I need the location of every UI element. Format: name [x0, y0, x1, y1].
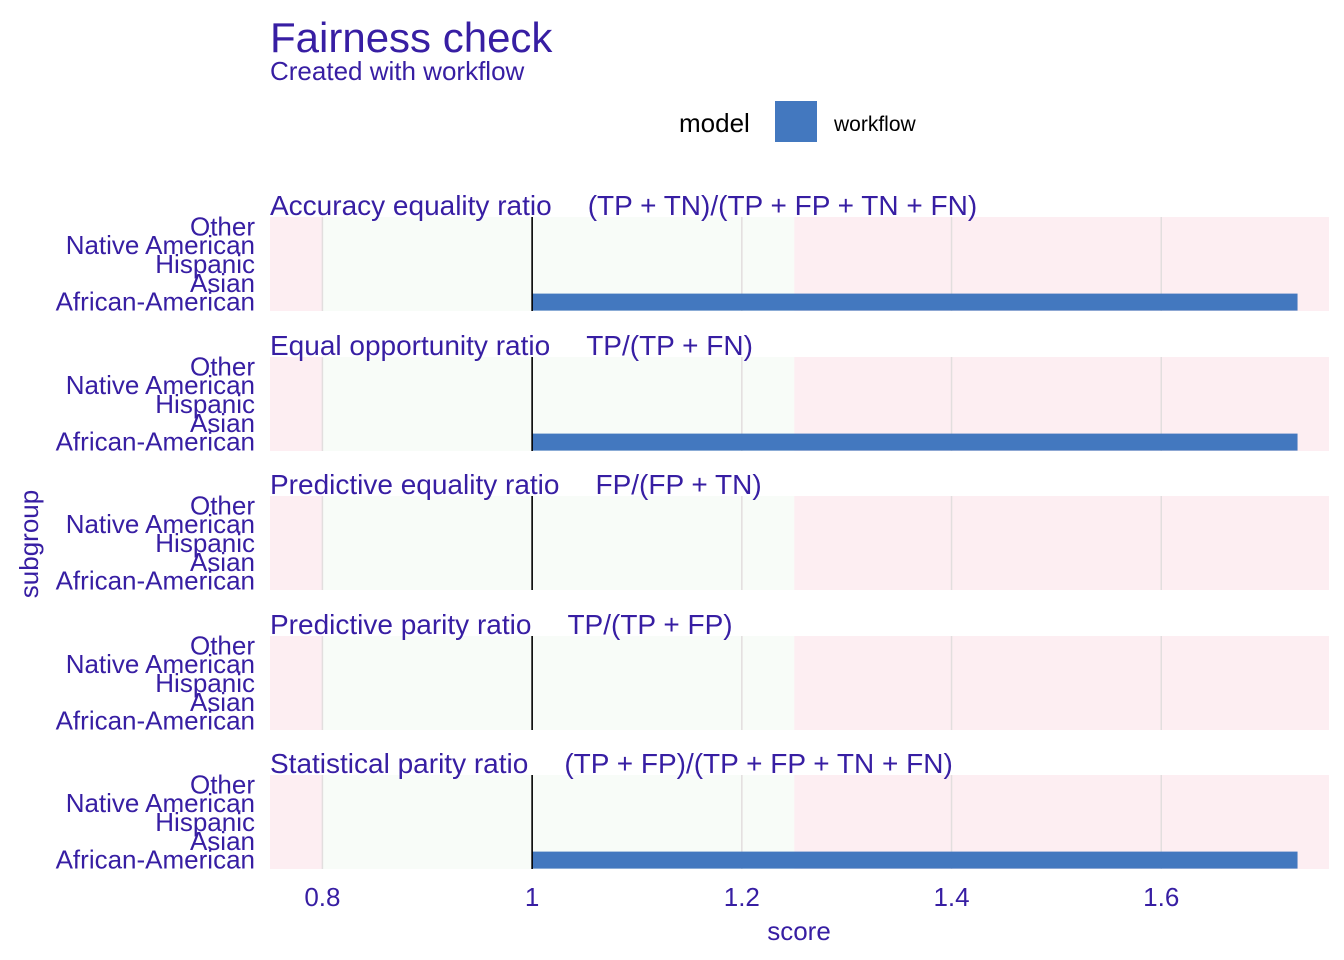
y-tick-label: Hispanic [155, 668, 255, 698]
panel-title: Accuracy equality ratio (TP + TN)/(TP + F… [270, 190, 977, 221]
y-tick-label: Other [190, 769, 255, 799]
y-tick-label: Other [190, 211, 255, 241]
y-tick-label: Asian [190, 826, 255, 856]
metric-formula: (TP + TN)/(TP + FP + TN + FN) [588, 190, 978, 221]
y-tick-label: Asian [190, 547, 255, 577]
metric-formula: FP/(FP + TN) [595, 469, 761, 500]
legend-swatch-workflow [775, 101, 817, 142]
y-tick-label: Native American [66, 230, 255, 260]
y-tick-label: African-American [56, 566, 255, 596]
bar-african-american [532, 293, 1298, 311]
panel-statistical-parity-ratio: Statistical parity ratio (TP + FP)/(TP + … [56, 748, 1329, 875]
x-tick-label: 1 [525, 882, 539, 912]
panel-predictive-parity-ratio: Predictive parity ratio TP/(TP + FP) Other… [56, 609, 1329, 736]
metric-formula: TP/(TP + FP) [567, 609, 732, 640]
unfair-zone-left [270, 217, 323, 311]
metric-formula: (TP + FP)/(TP + FP + TN + FN) [564, 748, 952, 779]
metric-name: Accuracy equality ratio [270, 190, 552, 221]
legend-title: model [679, 108, 750, 138]
x-tick-label: 1.2 [724, 882, 760, 912]
fair-zone [322, 496, 795, 590]
y-tick-label: Asian [190, 687, 255, 717]
metric-name: Predictive equality ratio [270, 469, 559, 500]
metric-name: Equal opportunity ratio [270, 330, 550, 361]
unfair-zone-left [270, 636, 323, 730]
y-tick-label: Other [190, 630, 255, 660]
y-tick-label: Native American [66, 649, 255, 679]
panel-predictive-equality-ratio: Predictive equality ratio FP/(FP + TN) Oth… [56, 469, 1329, 596]
y-tick-label: Hispanic [155, 249, 255, 279]
chart-subtitle: Created with workflow [270, 56, 525, 86]
y-tick-label: Hispanic [155, 389, 255, 419]
y-tick-label: African-American [56, 706, 255, 736]
facet-panels: Accuracy equality ratio (TP + TN)/(TP + F… [56, 190, 1329, 875]
fair-zone [322, 636, 795, 730]
bar-african-american [532, 433, 1298, 451]
unfair-zone-left [270, 496, 323, 590]
metric-name: Predictive parity ratio [270, 609, 531, 640]
chart-title: Fairness check [270, 14, 553, 61]
y-tick-label: Other [190, 490, 255, 520]
y-tick-label: Asian [190, 268, 255, 298]
x-axis-label: score [767, 916, 831, 946]
x-axis: 0.8 1 1.2 1.4 1.6 [304, 882, 1179, 912]
y-tick-label: Hispanic [155, 528, 255, 558]
y-tick-label: African-American [56, 427, 255, 457]
panel-accuracy-equality-ratio: Accuracy equality ratio (TP + TN)/(TP + F… [56, 190, 1329, 317]
unfair-zone-left [270, 775, 323, 869]
y-tick-label: Native American [66, 370, 255, 400]
y-axis-label: subgroup [14, 490, 44, 598]
y-tick-label: Other [190, 351, 255, 381]
legend-label-workflow: workflow [833, 113, 917, 136]
panel-equal-opportunity-ratio: Equal opportunity ratio TP/(TP + FN) Other… [56, 330, 1329, 457]
panel-title: Predictive parity ratio TP/(TP + FP) [270, 609, 733, 640]
x-tick-label: 0.8 [304, 882, 340, 912]
panel-title: Predictive equality ratio FP/(FP + TN) [270, 469, 762, 500]
y-tick-label: African-American [56, 845, 255, 875]
panel-title: Statistical parity ratio (TP + FP)/(TP + … [270, 748, 953, 779]
panel-title: Equal opportunity ratio TP/(TP + FN) [270, 330, 753, 361]
bar-african-american [532, 851, 1298, 869]
unfair-zone-right [794, 636, 1329, 730]
y-tick-label: Native American [66, 509, 255, 539]
y-tick-label: African-American [56, 287, 255, 317]
unfair-zone-left [270, 357, 323, 451]
x-tick-label: 1.6 [1143, 882, 1179, 912]
y-tick-label: Native American [66, 788, 255, 818]
metric-formula: TP/(TP + FN) [586, 330, 753, 361]
unfair-zone-right [794, 496, 1329, 590]
y-tick-label: Asian [190, 408, 255, 438]
x-tick-label: 1.4 [933, 882, 969, 912]
metric-name: Statistical parity ratio [270, 748, 528, 779]
legend: model workflow [679, 101, 917, 142]
y-tick-label: Hispanic [155, 807, 255, 837]
